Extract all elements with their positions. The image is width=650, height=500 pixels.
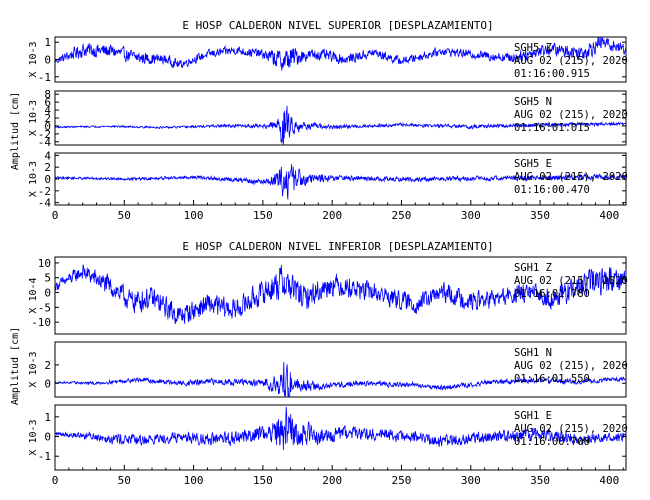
x-tick-label: 300: [461, 209, 481, 222]
y-tick-label: -10: [31, 316, 51, 329]
station-label: SGH1 E: [514, 410, 552, 422]
x-tick-label: 200: [322, 209, 342, 222]
y-tick-label: -1: [38, 450, 51, 463]
y-tick-label: -2: [38, 185, 51, 198]
scale-label: X 10-3: [28, 419, 39, 455]
time-label: 01:16:01.015: [514, 122, 590, 134]
date-label: AUG 02 (215), 2020: [514, 423, 628, 435]
ylabel-superior: Amplitud [cm]: [10, 92, 21, 170]
date-label: AUG 02 (215), 2020: [514, 55, 628, 67]
x-tick-label: 100: [184, 474, 204, 487]
x-tick-label: 150: [253, 209, 273, 222]
station-label: SGH1 N: [514, 347, 552, 359]
y-tick-label: 0: [44, 377, 51, 390]
waveform-trace: [55, 105, 626, 145]
x-tick-label: 0: [52, 209, 59, 222]
date-label: AUG 02 (215), 2020: [514, 275, 628, 287]
date-label: AUG 02 (215), 2020: [514, 171, 628, 183]
x-tick-label: 100: [184, 209, 204, 222]
station-label: SGH5 Z: [514, 42, 552, 54]
y-tick-label: 10: [38, 257, 51, 270]
y-tick-label: 0: [44, 54, 51, 67]
y-tick-label: -1: [38, 71, 51, 84]
date-label: AUG 02 (215), 2020: [514, 360, 628, 372]
x-tick-label: 400: [599, 209, 619, 222]
group-title-inferior: E HOSP CALDERON NIVEL INFERIOR [DESPLAZA…: [182, 240, 493, 253]
x-tick-label: 350: [530, 474, 550, 487]
y-tick-label: -2: [38, 128, 51, 141]
y-tick-label: 2: [44, 112, 51, 125]
panel-frame: [54, 341, 627, 398]
waveform-trace: [55, 37, 626, 71]
x-tick-label: 50: [118, 209, 131, 222]
waveform-trace: [55, 264, 626, 325]
time-label: 01:16:00.700: [514, 436, 590, 448]
ylabel-inferior: Amplitud [cm]: [10, 327, 21, 405]
y-tick-label: 6: [44, 96, 51, 109]
group-title-superior: E HOSP CALDERON NIVEL SUPERIOR [DESPLAZA…: [182, 19, 493, 32]
station-label: SGH1 Z: [514, 262, 552, 274]
y-tick-label: 2: [44, 359, 51, 372]
y-tick-label: 0: [44, 173, 51, 186]
y-tick-label: 1: [44, 411, 51, 424]
x-tick-label: 150: [253, 474, 273, 487]
y-tick-label: 5: [44, 272, 51, 285]
x-tick-label: 350: [530, 209, 550, 222]
y-tick-label: 2: [44, 161, 51, 174]
scale-label: X 10-3: [28, 351, 39, 387]
x-tick-label: 400: [599, 474, 619, 487]
y-tick-label: -5: [38, 301, 51, 314]
x-tick-label: 250: [392, 474, 412, 487]
time-label: 01:16:01.780: [514, 288, 590, 300]
x-tick-label: 250: [392, 209, 412, 222]
y-tick-label: 0: [44, 431, 51, 444]
y-tick-label: -4: [38, 136, 52, 149]
y-tick-label: 4: [44, 104, 51, 117]
time-label: 01:16:01.550: [514, 373, 590, 385]
x-tick-label: 200: [322, 474, 342, 487]
y-tick-label: 8: [44, 88, 51, 101]
panel-frame: [54, 256, 627, 335]
station-label: SGH5 E: [514, 158, 552, 170]
y-tick-label: 1: [44, 36, 51, 49]
station-label: SGH5 N: [514, 96, 552, 108]
waveform-trace: [55, 164, 626, 200]
waveform-trace: [55, 361, 626, 397]
scale-label: X 10-3: [28, 41, 39, 77]
y-tick-label: -4: [38, 197, 52, 210]
waveform-trace: [55, 406, 626, 451]
x-tick-label: 50: [118, 474, 131, 487]
date-label: AUG 02 (215), 2020: [514, 109, 628, 121]
x-tick-label: 0: [52, 474, 59, 487]
y-tick-label: 4: [44, 149, 51, 162]
time-label: 01:16:00.470: [514, 184, 590, 196]
y-tick-label: 0: [44, 287, 51, 300]
time-label: 01:16:00.915: [514, 68, 590, 80]
scale-label: X 10-4: [28, 277, 39, 313]
x-tick-label: 300: [461, 474, 481, 487]
y-tick-label: 0: [44, 120, 51, 133]
scale-label: X 10-3: [28, 100, 39, 136]
scale-label: X 10-3: [28, 161, 39, 197]
